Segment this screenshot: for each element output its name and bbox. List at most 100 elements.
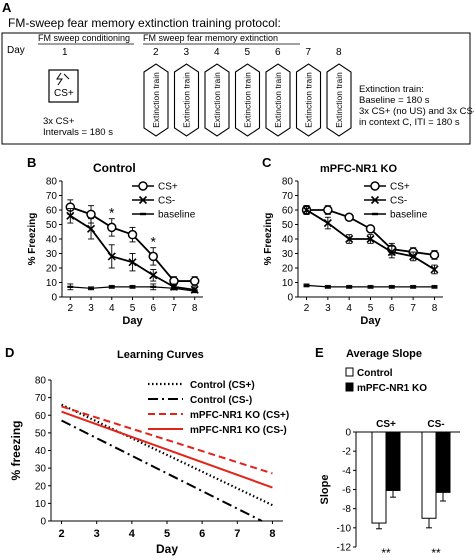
panel-b-letter: B: [27, 155, 36, 170]
significance-marker: *: [151, 234, 157, 250]
extinction-session-hexagon: [234, 63, 261, 137]
conditioning-box-label: CS+: [54, 88, 74, 99]
significance-marker: *: [109, 205, 115, 221]
legend-marker: [138, 195, 148, 205]
extinction-session-label: Extinction train: [182, 72, 192, 128]
legend-label-CS+: CS+: [390, 182, 410, 193]
conditioning-box: [48, 69, 79, 103]
y-tick-label: 60: [35, 411, 47, 422]
x-axis-label: Day: [156, 542, 178, 556]
data-point-CS+: [189, 276, 200, 286]
x-tick-label: 2: [304, 303, 310, 314]
extinction-header: FM sweep fear memory extinction: [143, 33, 278, 43]
y-tick-label: 50: [35, 428, 47, 439]
y-tick-label: 10: [282, 278, 294, 289]
chart-e: 0 -2 -4 -6 -8 -10 -12 Slope CS+ CS- ** ** Control mPF…: [319, 367, 460, 560]
legend-marker: [370, 195, 380, 205]
conditioning-note-1: 3x CS+: [43, 116, 75, 127]
legend-label-2: mPFC-NR1 KO (CS+): [190, 410, 289, 421]
bar-Control-CS+: [371, 431, 387, 524]
y-tick-label: 0: [51, 293, 57, 304]
data-point-CS+: [107, 222, 117, 233]
x-tick-label: 3: [88, 303, 94, 314]
y-tick-label: 40: [35, 446, 47, 457]
y-tick-label: -12: [337, 543, 352, 554]
y-axis-label: Slope: [319, 475, 331, 505]
x-tick-label: 4: [109, 303, 115, 314]
legend-marker: [138, 181, 148, 191]
y-tick-label: 30: [35, 464, 47, 475]
extinction-session-hexagon: [265, 63, 291, 137]
data-point-CS-: [430, 265, 439, 274]
data-point-CS+: [148, 251, 158, 262]
y-tick-label: 10: [46, 278, 58, 289]
y-tick-label: 20: [46, 264, 58, 275]
x-tick-label: 7: [234, 528, 240, 540]
extinction-session-label: Extinction train: [212, 72, 222, 128]
y-tick-label: 50: [46, 220, 58, 231]
y-tick-label: 80: [282, 177, 294, 188]
y-tick-label: -4: [342, 466, 351, 477]
y-tick-label: 20: [282, 264, 294, 275]
data-point-CS+: [323, 205, 333, 215]
y-tick-label: 70: [35, 393, 47, 404]
x-axis-label: Day: [122, 315, 143, 327]
y-tick-label: 30: [46, 249, 58, 260]
y-tick-label: 0: [40, 517, 46, 528]
extinction-session-hexagon: [143, 63, 169, 137]
y-tick-label: 0: [345, 428, 351, 439]
data-point-CS-: [366, 234, 375, 244]
y-tick-label: 70: [46, 191, 58, 202]
panel-c-letter: C: [262, 155, 272, 170]
y-tick-label: 20: [35, 481, 47, 492]
data-point-CS-: [345, 234, 354, 244]
panel-b-title: Control: [93, 161, 136, 175]
y-tick-label: 80: [35, 376, 47, 387]
extinction-info: Extinction train: Baseline = 180 s 3x CS…: [359, 84, 474, 128]
x-axis-label: Day: [360, 315, 381, 327]
panel-a-title: FM-sweep fear memory extinction training…: [8, 16, 281, 30]
extinction-session-hexagon: [204, 63, 230, 137]
y-tick-label: -10: [337, 523, 352, 534]
y-axis-label: % Freezing: [263, 213, 274, 266]
x-tick-label: 7: [410, 303, 416, 314]
data-point-CS+: [127, 229, 138, 240]
x-tick-label: 5: [164, 528, 170, 540]
x-tick-label: 7: [171, 303, 177, 314]
info-line-2: Baseline = 180 s: [359, 95, 430, 106]
x-tick-label: 6: [199, 528, 205, 540]
extinction-day-2: 2: [153, 47, 159, 58]
legend-label-CS-: CS-: [390, 196, 407, 207]
significance-marker: **: [381, 546, 391, 560]
legend-label-1: Control (CS-): [190, 395, 252, 406]
extinction-day-5: 5: [245, 47, 251, 58]
bar-Control-CS-: [421, 431, 437, 519]
extinction-day-3: 3: [184, 47, 190, 58]
legend-marker: [370, 181, 380, 191]
data-point-CS-: [86, 224, 96, 233]
extinction-session-label: Extinction train: [304, 72, 314, 128]
y-tick-label: -2: [342, 447, 351, 458]
extinction-day-8: 8: [336, 47, 342, 58]
x-tick-label: 2: [68, 303, 74, 314]
y-tick-label: 80: [46, 177, 58, 188]
x-tick-label: 8: [269, 528, 275, 540]
info-line-1: Extinction train:: [359, 84, 424, 95]
y-tick-label: 0: [287, 293, 293, 304]
conditioning-note-2: Intervals = 180 s: [43, 127, 113, 138]
data-point-CS+: [344, 212, 354, 222]
extinction-day-4: 4: [214, 47, 220, 58]
x-tick-label: 4: [129, 528, 136, 540]
legend-swatch-1: [345, 382, 354, 392]
x-tick-label: 4: [346, 303, 352, 314]
data-point-CS-: [302, 205, 311, 215]
trend-line-0: [61, 403, 273, 507]
x-tick-label: 8: [192, 303, 198, 314]
y-tick-label: 50: [282, 220, 294, 231]
data-point-CS-: [409, 252, 418, 261]
extinction-session-hexagon: [295, 63, 322, 137]
panel-e-letter: E: [315, 345, 324, 360]
conditioning-header: FM sweep conditioning: [38, 33, 130, 43]
extinction-session-hexagon: [326, 63, 352, 137]
category-label: CS+: [376, 419, 396, 430]
